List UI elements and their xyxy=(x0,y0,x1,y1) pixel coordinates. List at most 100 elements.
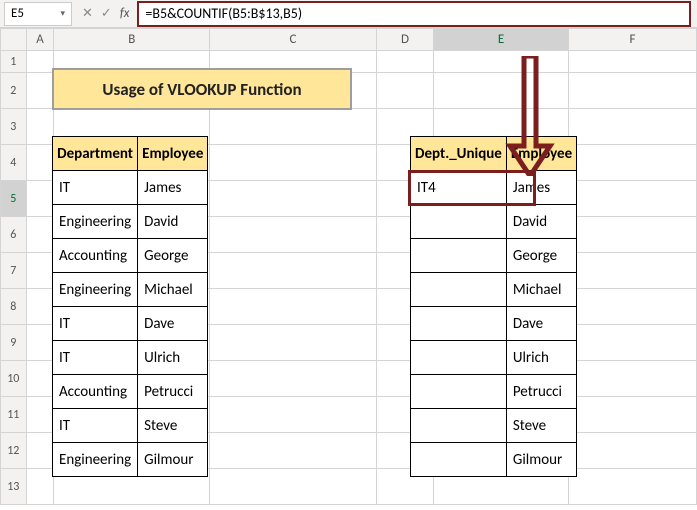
cell[interactable] xyxy=(26,181,54,217)
cell[interactable] xyxy=(434,433,569,469)
row-header[interactable]: 5 xyxy=(1,181,27,217)
cell[interactable] xyxy=(54,145,210,181)
cell[interactable] xyxy=(210,433,377,469)
cell[interactable] xyxy=(568,289,696,325)
name-box[interactable]: E5 ▾ xyxy=(4,2,72,26)
col-header[interactable]: B xyxy=(54,29,210,51)
cell[interactable] xyxy=(26,253,54,289)
cell[interactable] xyxy=(376,73,434,109)
cell[interactable] xyxy=(26,145,54,181)
col-header[interactable]: D xyxy=(376,29,434,51)
cell[interactable] xyxy=(568,325,696,361)
cell[interactable] xyxy=(568,361,696,397)
cell[interactable] xyxy=(568,181,696,217)
cell[interactable] xyxy=(376,433,434,469)
cell[interactable] xyxy=(54,289,210,325)
cell[interactable] xyxy=(210,253,377,289)
cell[interactable] xyxy=(54,361,210,397)
cell[interactable] xyxy=(434,109,569,145)
row-header[interactable]: 11 xyxy=(1,397,27,433)
select-all-corner[interactable] xyxy=(1,29,27,51)
cell[interactable] xyxy=(54,325,210,361)
cell[interactable] xyxy=(26,469,54,505)
cancel-icon[interactable]: ✕ xyxy=(82,6,93,21)
cell[interactable] xyxy=(568,433,696,469)
row-header[interactable]: 9 xyxy=(1,325,27,361)
cell[interactable] xyxy=(54,469,210,505)
cell[interactable] xyxy=(210,289,377,325)
cell[interactable] xyxy=(434,325,569,361)
cell[interactable] xyxy=(376,289,434,325)
cell[interactable] xyxy=(568,397,696,433)
cell[interactable] xyxy=(568,51,696,73)
cell[interactable] xyxy=(26,397,54,433)
cell[interactable] xyxy=(434,181,569,217)
cell[interactable] xyxy=(54,433,210,469)
cell[interactable] xyxy=(376,51,434,73)
row-header[interactable]: 3 xyxy=(1,109,27,145)
col-header[interactable]: F xyxy=(568,29,696,51)
cell[interactable] xyxy=(568,253,696,289)
cell[interactable] xyxy=(568,469,696,505)
cell[interactable] xyxy=(54,73,210,109)
cell[interactable] xyxy=(54,253,210,289)
cell[interactable] xyxy=(26,433,54,469)
cell[interactable] xyxy=(568,109,696,145)
cell[interactable] xyxy=(26,361,54,397)
cell[interactable] xyxy=(434,73,569,109)
cell[interactable] xyxy=(434,51,569,73)
cell[interactable] xyxy=(434,217,569,253)
cell[interactable] xyxy=(376,397,434,433)
cell[interactable] xyxy=(26,325,54,361)
cell[interactable] xyxy=(54,109,210,145)
formula-input[interactable]: =B5&COUNTIF(B5:B$13,B5) xyxy=(145,5,302,22)
cell[interactable] xyxy=(26,51,54,73)
cell[interactable] xyxy=(26,73,54,109)
cell[interactable] xyxy=(26,289,54,325)
chevron-down-icon[interactable]: ▾ xyxy=(60,8,65,19)
row-header[interactable]: 4 xyxy=(1,145,27,181)
cell[interactable] xyxy=(376,325,434,361)
col-header[interactable]: C xyxy=(210,29,377,51)
cell[interactable] xyxy=(26,109,54,145)
cell[interactable] xyxy=(568,145,696,181)
row-header[interactable]: 6 xyxy=(1,217,27,253)
row-header[interactable]: 13 xyxy=(1,469,27,505)
cell[interactable] xyxy=(568,73,696,109)
cell[interactable] xyxy=(434,253,569,289)
cell[interactable] xyxy=(376,145,434,181)
cell[interactable] xyxy=(54,51,210,73)
enter-icon[interactable]: ✓ xyxy=(101,6,112,21)
cell[interactable] xyxy=(434,145,569,181)
cell[interactable] xyxy=(210,145,377,181)
cell[interactable] xyxy=(376,181,434,217)
cell[interactable] xyxy=(54,181,210,217)
cell[interactable] xyxy=(434,361,569,397)
cell[interactable] xyxy=(54,217,210,253)
cell[interactable] xyxy=(210,181,377,217)
row-header[interactable]: 12 xyxy=(1,433,27,469)
col-header[interactable]: E xyxy=(434,29,569,51)
row-header[interactable]: 7 xyxy=(1,253,27,289)
cell[interactable] xyxy=(210,73,377,109)
cell[interactable] xyxy=(434,397,569,433)
cell[interactable] xyxy=(568,217,696,253)
cell[interactable] xyxy=(434,469,569,505)
cell[interactable] xyxy=(376,109,434,145)
col-header[interactable]: A xyxy=(26,29,54,51)
cell[interactable] xyxy=(210,109,377,145)
row-header[interactable]: 2 xyxy=(1,73,27,109)
cell[interactable] xyxy=(210,361,377,397)
cell[interactable] xyxy=(54,397,210,433)
cell[interactable] xyxy=(376,253,434,289)
cell[interactable] xyxy=(210,469,377,505)
cell[interactable] xyxy=(210,217,377,253)
cell[interactable] xyxy=(210,51,377,73)
cell[interactable] xyxy=(376,217,434,253)
cell[interactable] xyxy=(210,325,377,361)
row-header[interactable]: 8 xyxy=(1,289,27,325)
fx-icon[interactable]: fx xyxy=(120,6,130,21)
cell[interactable] xyxy=(434,289,569,325)
row-header[interactable]: 1 xyxy=(1,51,27,73)
cell[interactable] xyxy=(210,397,377,433)
